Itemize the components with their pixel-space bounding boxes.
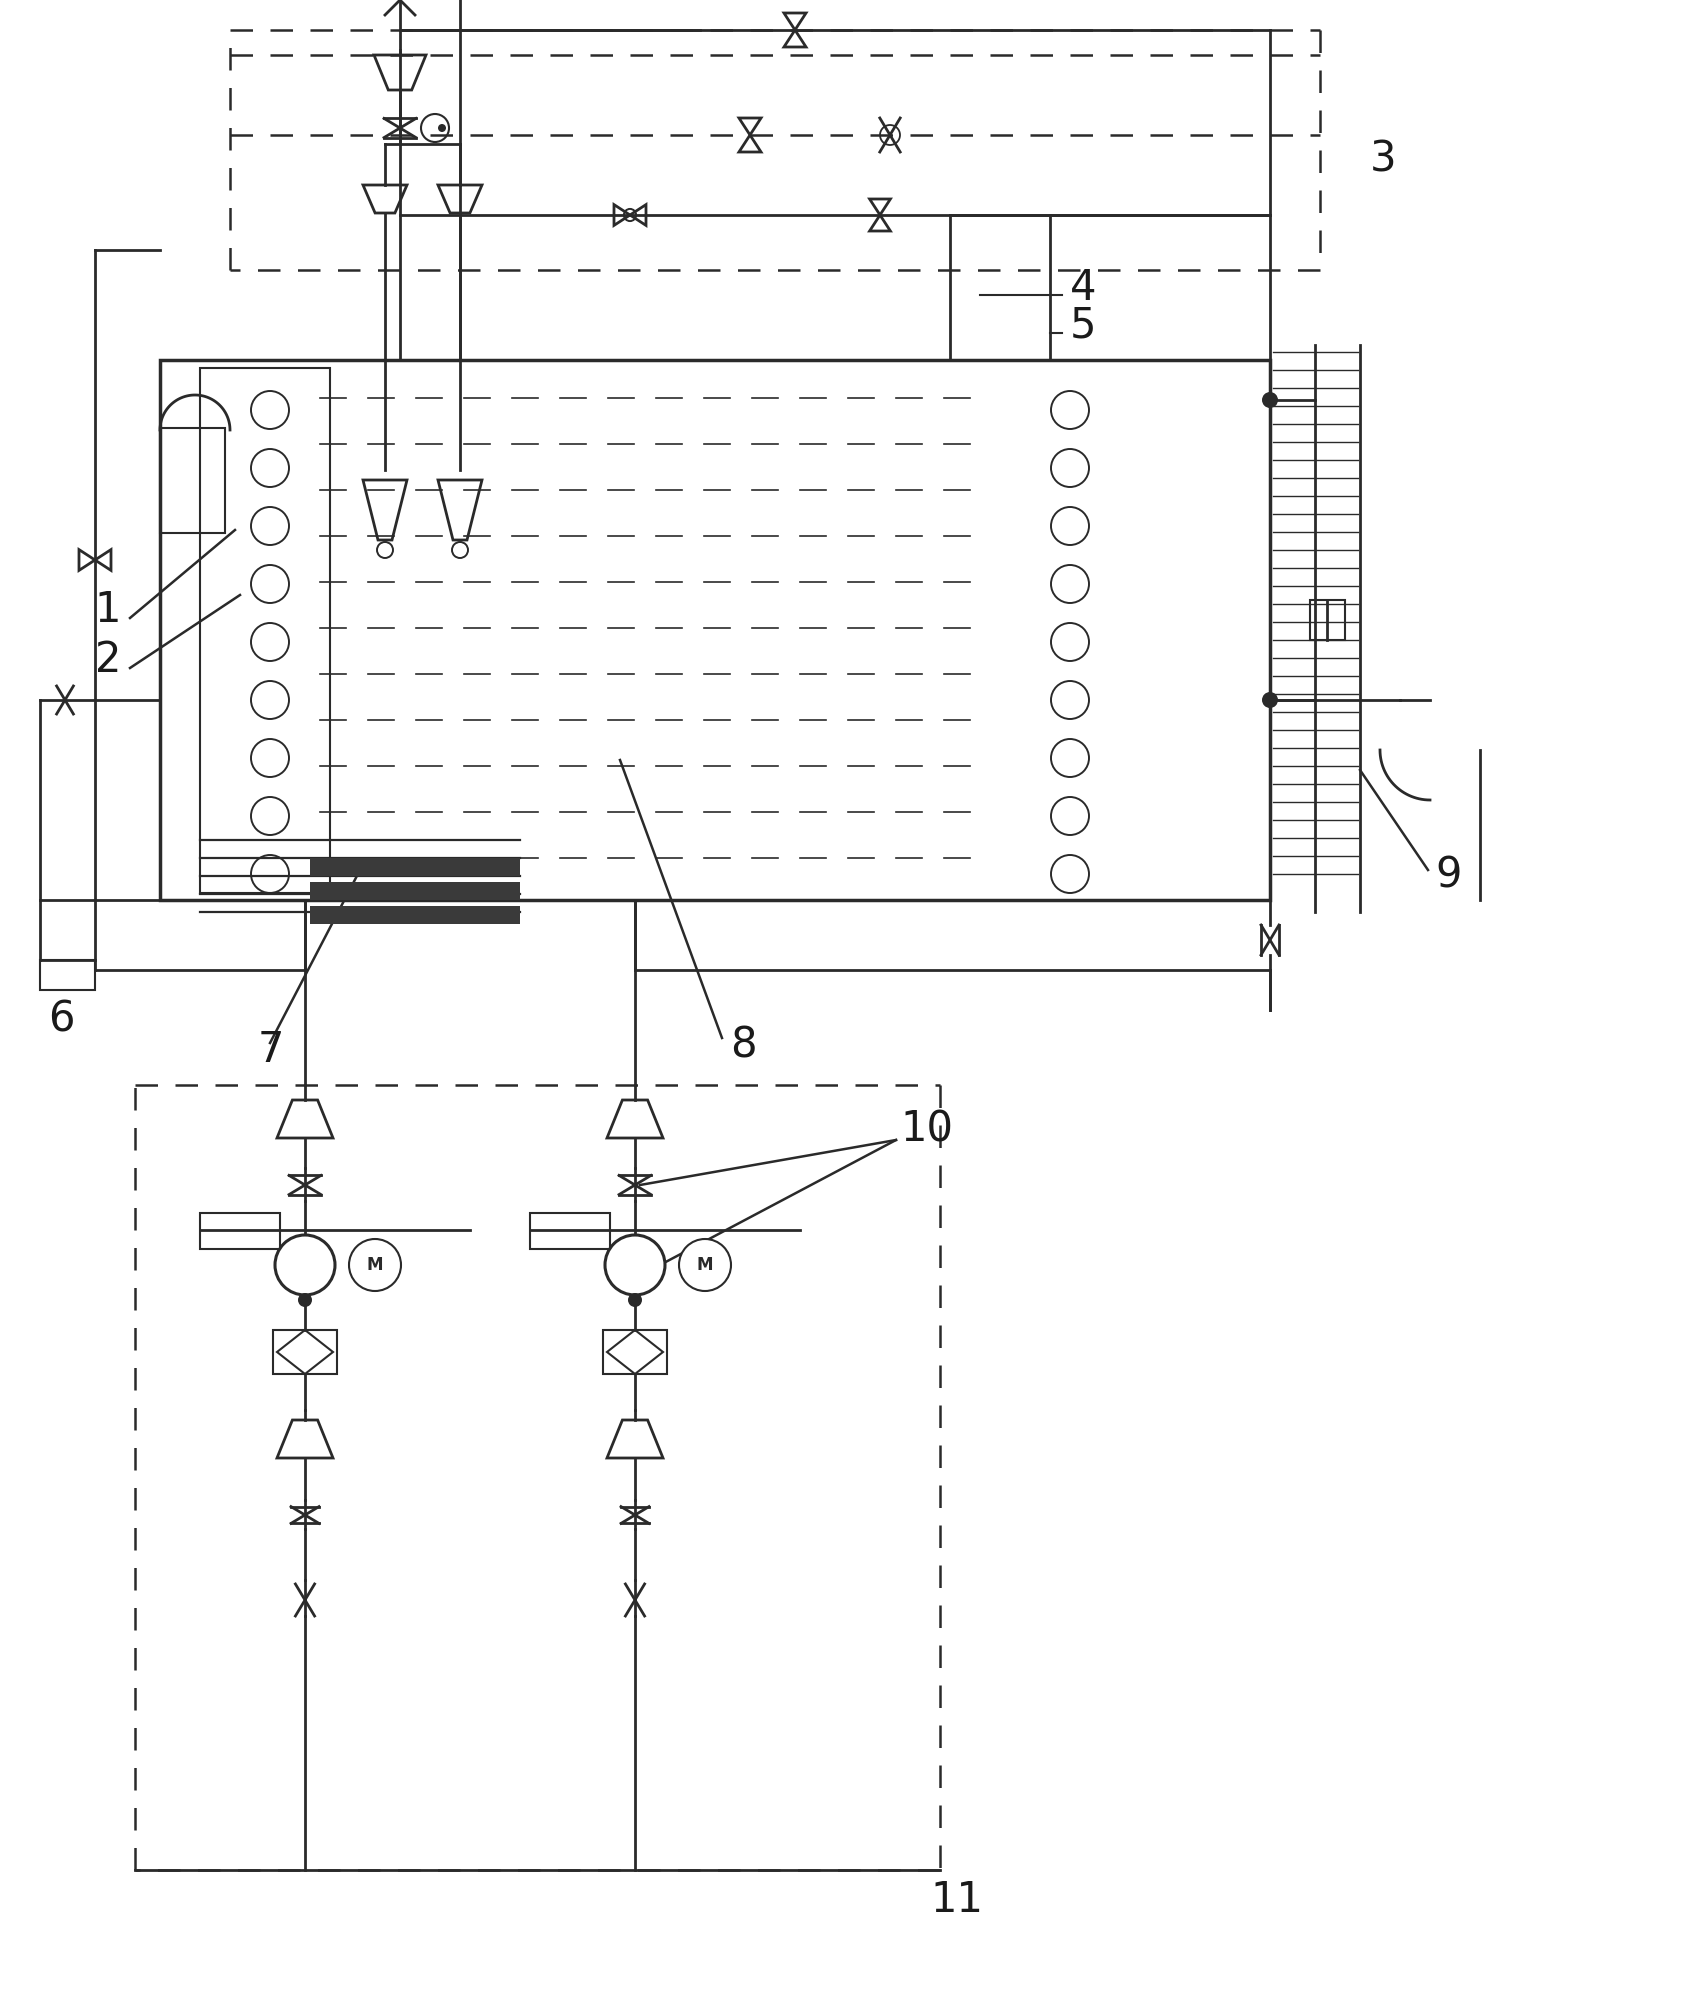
Circle shape — [298, 1293, 312, 1307]
Circle shape — [349, 1239, 400, 1291]
Circle shape — [628, 1293, 643, 1307]
Text: 2: 2 — [95, 639, 120, 681]
Bar — [273, 1331, 338, 1375]
Text: 5: 5 — [1070, 304, 1097, 346]
Circle shape — [678, 1239, 731, 1291]
Circle shape — [438, 124, 446, 132]
Text: 10: 10 — [901, 1109, 953, 1151]
Text: 11: 11 — [929, 1878, 984, 1920]
Text: M: M — [366, 1257, 383, 1275]
Bar — [159, 360, 1270, 899]
Circle shape — [1262, 392, 1279, 408]
Bar — [159, 428, 226, 533]
Text: 9: 9 — [1435, 853, 1462, 895]
Circle shape — [275, 1235, 336, 1295]
Bar — [200, 368, 331, 893]
Circle shape — [605, 1235, 665, 1295]
Text: 8: 8 — [729, 1025, 756, 1067]
Bar — [310, 905, 521, 923]
Bar — [41, 959, 95, 989]
Text: 4: 4 — [1070, 268, 1097, 310]
Text: 6: 6 — [47, 999, 75, 1041]
Bar — [310, 857, 521, 875]
Text: M: M — [697, 1257, 714, 1275]
Bar — [310, 881, 521, 899]
Circle shape — [1262, 691, 1279, 707]
Text: 1: 1 — [95, 589, 120, 631]
Text: 3: 3 — [1370, 140, 1396, 182]
Bar — [604, 1331, 667, 1375]
Bar — [1309, 599, 1345, 639]
Bar — [529, 1213, 611, 1249]
Bar — [200, 1213, 280, 1249]
Text: 7: 7 — [258, 1029, 285, 1071]
